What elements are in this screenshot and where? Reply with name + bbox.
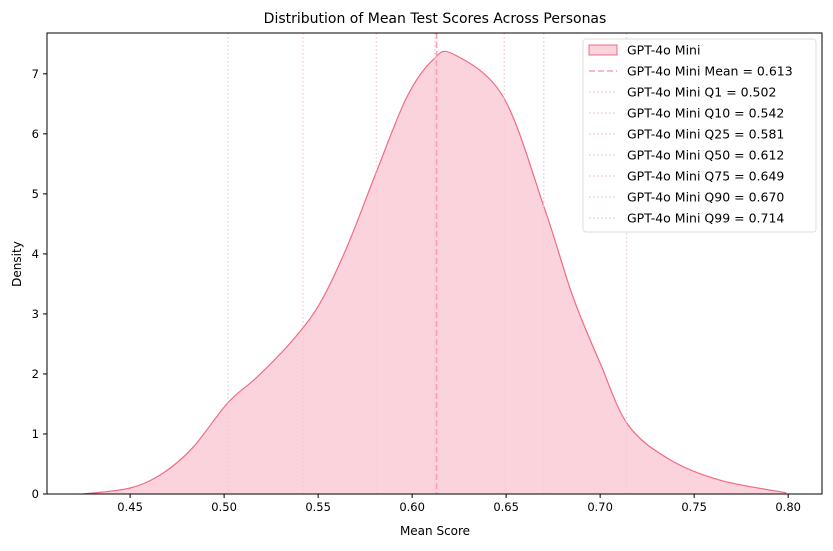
legend-box: [582, 38, 817, 233]
legend-label: GPT-4o Mini Mean = 0.613: [627, 64, 793, 79]
legend-label: GPT-4o Mini Q25 = 0.581: [627, 127, 784, 142]
y-tick-label: 3: [32, 307, 39, 321]
y-tick-label: 0: [32, 487, 39, 501]
legend-label: GPT-4o Mini Q75 = 0.649: [627, 169, 784, 184]
x-tick-label: 0.60: [399, 500, 425, 514]
legend-label: GPT-4o Mini: [627, 43, 700, 58]
x-tick-label: 0.70: [587, 500, 613, 514]
x-tick-label: 0.80: [775, 500, 801, 514]
x-tick-label: 0.45: [117, 500, 143, 514]
legend-label: GPT-4o Mini Q50 = 0.612: [627, 148, 784, 163]
legend-patch-icon: [588, 44, 618, 56]
density-fill: [83, 51, 787, 494]
x-tick-label: 0.55: [305, 500, 331, 514]
x-tick-label: 0.65: [493, 500, 519, 514]
x-tick-label: 0.75: [681, 500, 707, 514]
chart-title: Distribution of Mean Test Scores Across …: [264, 11, 607, 27]
x-tick-label: 0.50: [211, 500, 237, 514]
y-tick-label: 7: [32, 67, 39, 81]
legend-label: GPT-4o Mini Q1 = 0.502: [627, 85, 776, 100]
density-line: [83, 50, 787, 495]
legend-label: GPT-4o Mini Q10 = 0.542: [627, 106, 784, 121]
plot-frame: [46, 32, 823, 495]
legend-label: GPT-4o Mini Q99 = 0.714: [627, 211, 784, 226]
y-tick-label: 4: [32, 247, 39, 261]
y-axis-label: Density: [10, 241, 24, 287]
y-tick-label: 1: [32, 427, 39, 441]
legend-label: GPT-4o Mini Q90 = 0.670: [627, 190, 784, 205]
y-tick-label: 5: [32, 187, 39, 201]
x-axis-label: Mean Score: [400, 524, 470, 538]
y-tick-label: 6: [32, 127, 39, 141]
y-tick-label: 2: [32, 367, 39, 381]
